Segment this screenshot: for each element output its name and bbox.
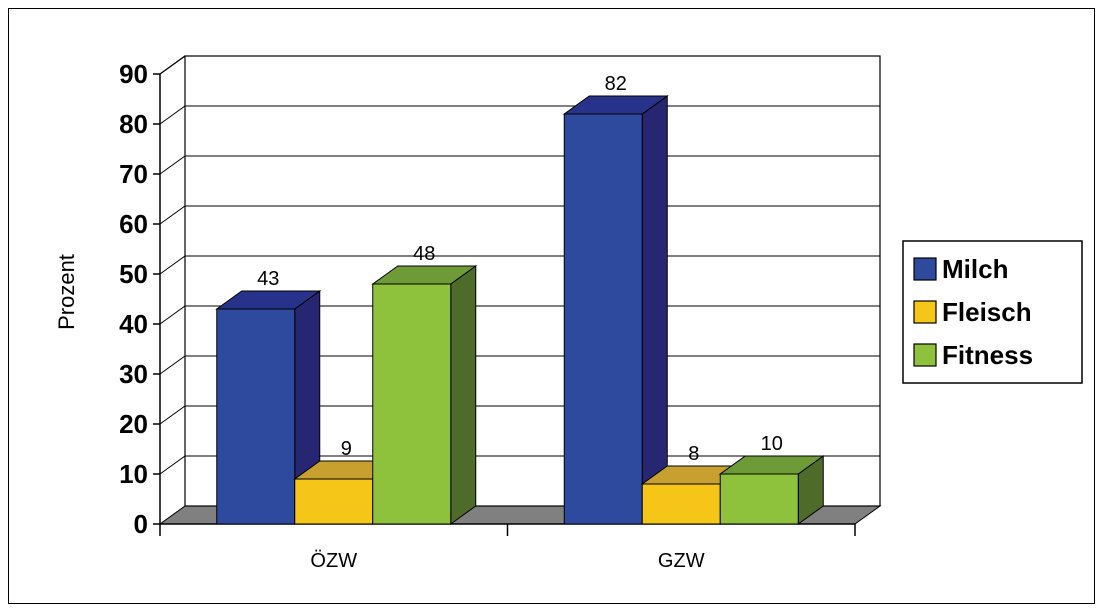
bar [563, 113, 643, 525]
y-tick-label: 70 [119, 159, 148, 189]
gridline [159, 205, 880, 225]
legend-label: Fleisch [942, 297, 1032, 327]
y-tick-label: 50 [119, 259, 148, 289]
data-label: 9 [341, 438, 352, 460]
data-label: 10 [761, 433, 783, 455]
gridline [159, 105, 880, 125]
data-label: 43 [257, 268, 279, 290]
y-tick-label: 60 [119, 209, 148, 239]
y-tick-label: 40 [119, 309, 148, 339]
data-labels: 43 9 48 82 8 10 [257, 73, 783, 465]
y-tick-label: 10 [119, 459, 148, 489]
bar-side [641, 95, 668, 525]
bar [216, 308, 296, 525]
legend-swatch [913, 257, 937, 281]
x-tick-label: GZW [658, 550, 705, 572]
legend: Milch Fleisch Fitness [902, 240, 1083, 384]
legend-label: Milch [942, 254, 1008, 284]
gridline [159, 55, 880, 75]
x-tick-label: ÖZW [310, 550, 357, 572]
legend-label: Fitness [942, 340, 1033, 370]
y-tick-label: 20 [119, 409, 148, 439]
y-tick-label: 0 [134, 509, 148, 539]
data-label: 48 [413, 243, 435, 265]
bar-side [450, 265, 477, 525]
legend-swatch [913, 300, 937, 324]
y-axis-label: Prozent [54, 254, 79, 330]
data-label: 8 [688, 443, 699, 465]
y-tick-label: 90 [119, 59, 148, 89]
bar [719, 473, 799, 525]
bar [372, 283, 452, 525]
y-tick-label: 30 [119, 359, 148, 389]
legend-swatch [913, 343, 937, 367]
gridline [159, 155, 880, 175]
axes: 0 10 20 30 40 50 60 70 80 90 ÖZW GZW [119, 59, 856, 572]
bar [641, 483, 721, 525]
bars [215, 95, 825, 525]
bar [294, 478, 374, 525]
y-tick-label: 80 [119, 109, 148, 139]
data-label: 82 [605, 73, 627, 95]
